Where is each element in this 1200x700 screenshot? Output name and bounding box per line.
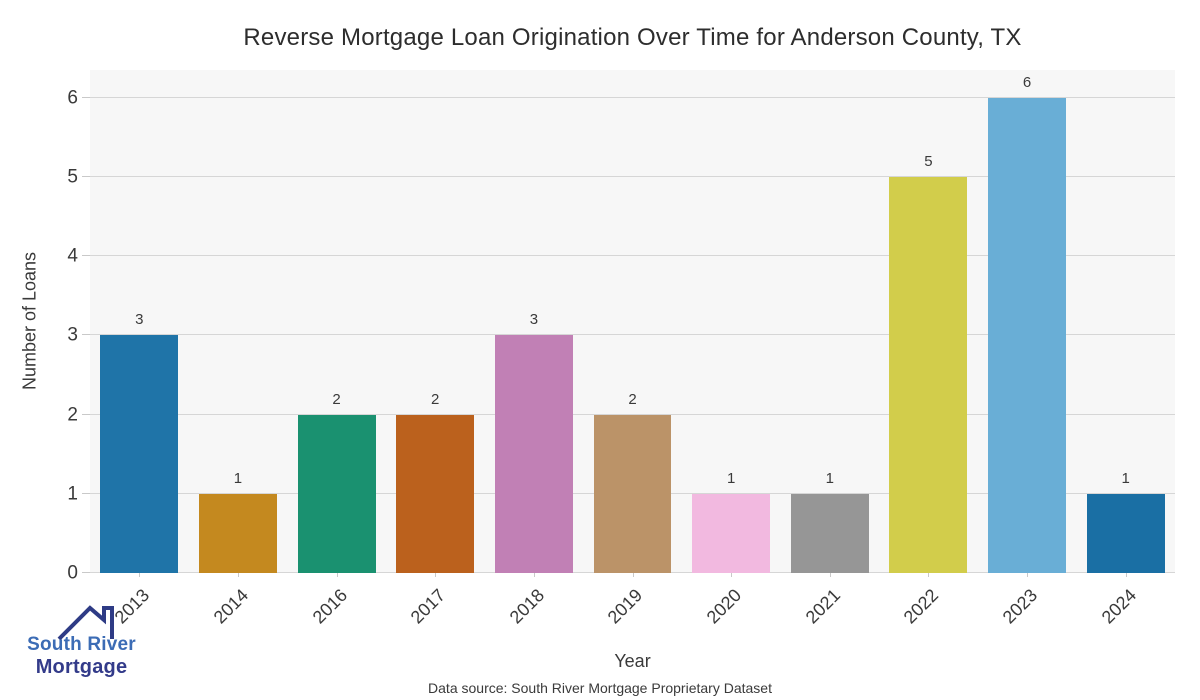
y-tick-mark-5 [82, 175, 90, 177]
gridline-y-5 [90, 175, 1175, 177]
gridline-y-3 [90, 334, 1175, 336]
bar-value-label-2016: 2 [332, 390, 341, 408]
x-tick-label-2017: 2017 [406, 585, 450, 628]
bar-value-label-2013: 3 [135, 311, 144, 329]
y-tick-mark-2 [82, 413, 90, 415]
y-axis-tick-labels: 0 1 2 3 4 5 6 [0, 70, 78, 582]
y-tick-label-0: 0 [67, 562, 78, 584]
bar-value-label-2017: 2 [431, 390, 440, 408]
chart-title: Reverse Mortgage Loan Origination Over T… [243, 24, 1022, 51]
x-tick-mark-2019 [632, 573, 634, 577]
bar-value-label-2023: 6 [1022, 73, 1032, 91]
logo-text-line1: South River [27, 634, 136, 655]
x-tick-mark-2021 [829, 573, 831, 577]
bar-2019 [593, 414, 672, 573]
x-tick-label-2014: 2014 [209, 585, 253, 628]
x-tick-label-2021: 2021 [801, 585, 844, 628]
x-tick-label-2023: 2023 [998, 585, 1042, 628]
y-tick-mark-6 [82, 96, 90, 98]
bar-2020 [692, 493, 771, 573]
x-tick-mark-2022 [928, 573, 930, 577]
x-tick-label-2020: 2020 [702, 585, 746, 628]
x-tick-mark-2017 [435, 573, 437, 577]
gridline-y-4 [90, 255, 1175, 257]
y-tick-label-4: 4 [67, 245, 78, 267]
gridline-y-2 [90, 413, 1175, 415]
x-tick-mark-2020 [731, 573, 733, 577]
y-tick-label-1: 1 [67, 483, 78, 505]
bar-2023 [988, 97, 1066, 573]
y-tick-mark-4 [82, 255, 90, 257]
bar-2022 [889, 176, 968, 573]
bar-value-label-2021: 1 [825, 469, 834, 487]
bar-2021 [790, 493, 869, 573]
gridline-y-6 [90, 96, 1175, 98]
bar-2017 [396, 414, 475, 573]
x-axis-tick-labels: 2013 2014 2016 2017 2018 2019 2020 2021 2022 2023… [90, 573, 1175, 643]
bar-2024 [1086, 493, 1165, 573]
x-tick-mark-2024 [1125, 573, 1127, 577]
bar-value-label-2019: 2 [628, 390, 637, 408]
x-axis-title: Year [614, 651, 651, 671]
x-tick-mark-2023 [1027, 573, 1029, 577]
bar-value-label-2024: 1 [1121, 469, 1130, 487]
bar-2018 [494, 335, 573, 573]
x-tick-label-2024: 2024 [1097, 585, 1140, 628]
y-tick-mark-1 [82, 492, 90, 494]
bar-value-label-2020: 1 [726, 469, 736, 487]
data-source-note: Data source: South River Mortgage Propri… [428, 680, 772, 696]
x-tick-mark-2013 [139, 573, 141, 577]
y-tick-label-6: 6 [67, 87, 78, 109]
y-tick-mark-0 [82, 572, 90, 573]
bar-value-label-2014: 1 [233, 469, 243, 487]
x-tick-mark-2018 [533, 573, 535, 577]
bar-2013 [100, 335, 179, 573]
x-tick-mark-2014 [237, 573, 239, 577]
x-tick-label-2018: 2018 [505, 585, 549, 628]
south-river-mortgage-logo: South River Mortgage [14, 598, 154, 693]
x-tick-label-2016: 2016 [308, 585, 351, 628]
bar-2016 [297, 414, 376, 573]
logo-text-line2: Mortgage [35, 656, 128, 678]
x-tick-label-2019: 2019 [604, 585, 647, 628]
x-tick-mark-2016 [336, 573, 338, 577]
bar-2014 [198, 493, 277, 573]
x-tick-label-2022: 2022 [900, 585, 943, 628]
y-tick-label-2: 2 [67, 404, 78, 426]
bar-value-label-2018: 3 [529, 311, 539, 329]
plot-area: 3 1 2 2 3 2 1 1 5 6 1 [82, 70, 1175, 573]
house-roof-icon [57, 605, 114, 641]
y-tick-label-3: 3 [67, 324, 78, 346]
bar-value-label-2022: 5 [924, 152, 933, 170]
y-tick-mark-3 [82, 334, 90, 336]
y-tick-label-5: 5 [67, 166, 78, 188]
